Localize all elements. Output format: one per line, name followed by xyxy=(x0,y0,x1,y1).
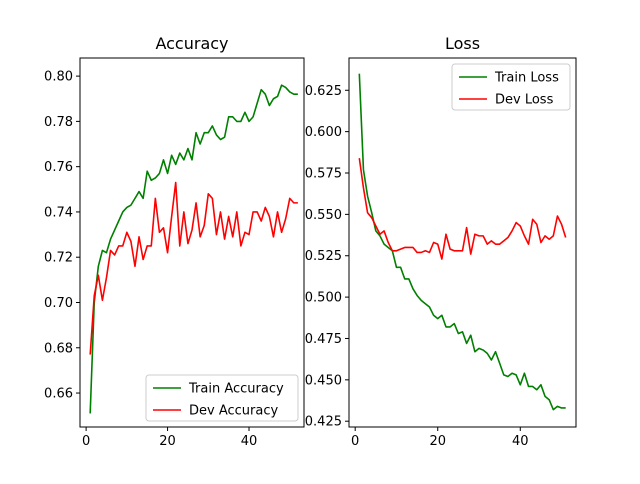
y-tick-label: 0.550 xyxy=(305,208,342,223)
y-tick-label: 0.575 xyxy=(305,167,342,182)
series-line-1 xyxy=(89,181,298,355)
y-tick-label: 0.475 xyxy=(305,332,342,347)
y-tick-label: 0.450 xyxy=(305,373,342,388)
chart-title: Loss xyxy=(445,34,480,53)
plot-frame xyxy=(348,57,577,428)
x-tick-label: 40 xyxy=(512,434,529,449)
x-tick-label: 0 xyxy=(351,434,359,449)
legend-label: Dev Accuracy xyxy=(189,404,278,419)
plot-frame xyxy=(79,57,305,428)
x-tick-label: 20 xyxy=(159,434,176,449)
legend-box xyxy=(145,374,299,422)
y-tick-label: 0.66 xyxy=(44,387,73,402)
legend: Train Loss Dev Loss xyxy=(451,63,571,111)
y-tick-label: 0.74 xyxy=(44,205,73,220)
y-tick-label: 0.70 xyxy=(44,296,73,311)
legend: Train Accuracy Dev Accuracy xyxy=(145,374,299,422)
legend-label: Train Loss xyxy=(494,71,559,86)
series-line-1 xyxy=(358,158,567,260)
legend-label: Dev Loss xyxy=(495,93,554,108)
y-tick-label: 0.76 xyxy=(44,160,73,175)
y-tick-label: 0.600 xyxy=(305,125,342,140)
y-tick-label: 0.80 xyxy=(44,70,73,85)
y-tick-label: 0.625 xyxy=(305,84,342,99)
chart-panel-1: Loss 0 20 40 0.425 0.450 0.475 0.500 0.525 0.550 0… xyxy=(305,34,577,449)
y-tick-label: 0.425 xyxy=(305,415,342,430)
x-tick-label: 40 xyxy=(241,434,258,449)
legend-label: Train Accuracy xyxy=(188,382,284,397)
series-line-0 xyxy=(358,73,566,411)
y-tick-label: 0.78 xyxy=(44,115,73,130)
y-tick-label: 0.68 xyxy=(44,341,73,356)
x-tick-label: 0 xyxy=(82,434,90,449)
series-line-0 xyxy=(89,84,298,414)
y-tick-label: 0.72 xyxy=(44,251,73,266)
y-tick-label: 0.500 xyxy=(305,291,342,306)
y-tick-label: 0.525 xyxy=(305,249,342,264)
chart-panel-0: Accuracy 0 20 40 0.66 0.68 0.70 0.72 0.74 0.76 0.7… xyxy=(44,34,305,449)
chart-title: Accuracy xyxy=(155,34,228,53)
x-tick-label: 20 xyxy=(429,434,446,449)
